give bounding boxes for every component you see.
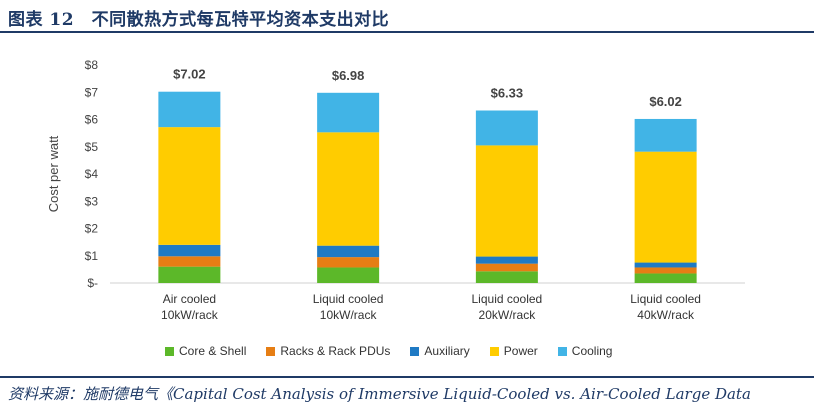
legend-label: Power [503, 344, 538, 358]
bar-total-label: $6.33 [491, 86, 524, 101]
legend-item: Core & Shell [165, 344, 246, 358]
y-axis-title: Cost per watt [46, 135, 61, 212]
bar-segment [634, 151, 697, 263]
bar-segment [475, 271, 538, 283]
source-note: 资料来源：施耐德电气《Capital Cost Analysis of Imme… [8, 385, 751, 403]
x-category-label: Liquid cooled [630, 292, 701, 306]
y-tick-label: $5 [85, 140, 99, 154]
bar-segment [475, 110, 538, 146]
legend-item: Power [489, 344, 538, 358]
bar-segment [634, 267, 697, 274]
bar-segment [634, 262, 697, 268]
bar-segment [317, 267, 380, 283]
bar-segment [475, 256, 538, 264]
legend-label: Auxiliary [424, 344, 470, 358]
y-tick-label: $8 [85, 58, 99, 72]
legend-item: Cooling [557, 344, 613, 358]
legend-label: Core & Shell [179, 344, 247, 358]
bar-segment [475, 263, 538, 272]
x-category-label: 20kW/rack [479, 308, 537, 322]
legend-item: Auxiliary [410, 344, 470, 358]
bar-total-label: $6.02 [649, 94, 682, 109]
bar-segment [317, 92, 380, 133]
bar-segment [158, 127, 221, 245]
top-rule [0, 31, 814, 33]
x-category-label: Liquid cooled [472, 292, 543, 306]
y-tick-label: $3 [85, 194, 99, 208]
chart-legend: Core & Shell Racks & Rack PDUs Auxiliary Po… [165, 344, 612, 358]
y-tick-label: $- [87, 276, 98, 290]
legend-swatch [266, 346, 276, 356]
bar-segment [475, 145, 538, 257]
bar-segment [317, 132, 380, 246]
y-tick-label: $6 [85, 113, 99, 127]
legend-swatch [557, 346, 567, 356]
bottom-rule [0, 376, 814, 378]
legend-label: Racks & Rack PDUs [280, 344, 391, 358]
bar-segment [634, 273, 697, 283]
bar-total-label: $7.02 [173, 67, 206, 82]
y-tick-label: $2 [85, 222, 99, 236]
legend-swatch [165, 346, 174, 356]
y-tick-label: $7 [85, 85, 99, 99]
figure-title: 图表 12 不同散热方式每瓦特平均资本支出对比 [8, 10, 390, 30]
legend-label: Cooling [571, 344, 613, 358]
figure-title-bar: 图表 12 不同散热方式每瓦特平均资本支出对比 [0, 0, 814, 30]
x-category-label: 10kW/rack [161, 308, 219, 322]
bar-total-label: $6.98 [332, 68, 365, 83]
x-category-label: 10kW/rack [320, 308, 378, 322]
x-category-label: 40kW/rack [637, 308, 695, 322]
y-tick-label: $4 [85, 167, 99, 181]
bar-segment [158, 244, 221, 257]
bar-segment [158, 266, 221, 283]
legend-swatch [410, 346, 420, 356]
bar-segment [158, 91, 221, 128]
bar-segment [317, 245, 380, 258]
bar-segment [158, 256, 221, 267]
x-category-label: Air cooled [163, 292, 216, 306]
stacked-bar-chart: $- $1 $2 $3 $4 $5 $6 $7 $8 Cost per watt $7.02 Air … [46, 58, 745, 322]
bar-segment [634, 118, 697, 152]
bar-segment [317, 257, 380, 268]
legend-swatch [489, 346, 499, 356]
y-tick-label: $1 [85, 249, 99, 263]
x-category-label: Liquid cooled [313, 292, 384, 306]
legend-item: Racks & Rack PDUs [266, 344, 390, 358]
